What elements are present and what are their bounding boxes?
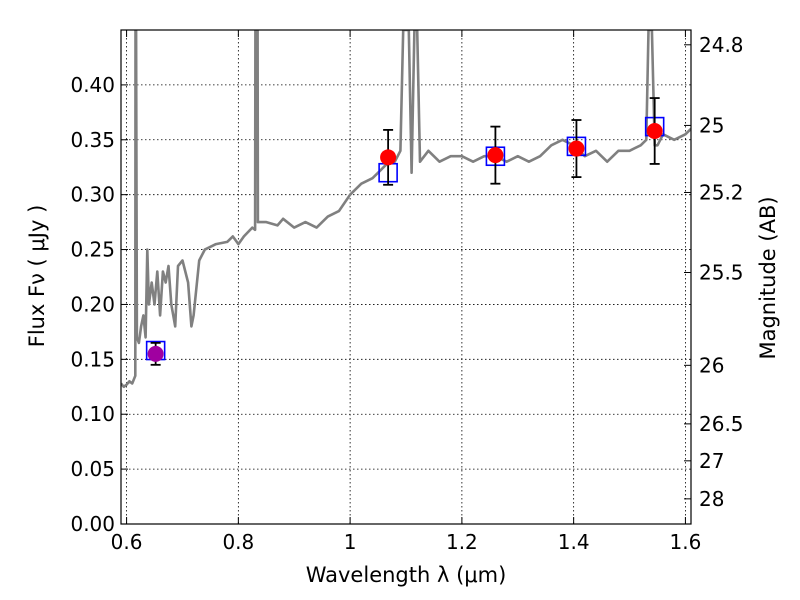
observed-flux-point [487,147,504,164]
magnitude-tick-label: 26.5 [699,412,744,436]
x-tick-label: 1 [344,530,357,554]
magnitude-tick-label: 26 [699,353,724,377]
spectrum-line [121,30,691,389]
observed-flux-point [380,149,397,166]
y-tick-label: 0.20 [70,292,115,316]
magnitude-tick-label: 27 [699,449,724,473]
observed-flux-point [646,122,663,139]
magnitude-axis-label: Magnitude (AB) [756,196,780,359]
observed-flux-point [568,140,585,157]
observed-flux-point [147,345,164,362]
tick-marks [121,30,691,525]
magnitude-tick-label: 28 [699,487,724,511]
spectrum-layer [121,30,691,389]
x-tick-label: 1.2 [446,530,478,554]
x-axis-label: Wavelength λ (μm) [306,563,507,587]
y-tick-label: 0.25 [70,238,115,262]
x-tick-label: 0.6 [111,530,143,554]
y-tick-label: 0.10 [70,402,115,426]
tick-labels: 0.6 0.8 1 1.2 1.4 1.6 0.00 0.05 0.10 0.15 0.20 0.25… [70,33,743,554]
magnitude-tick-label: 25.5 [699,261,744,285]
magnitude-tick-label: 25 [699,113,724,137]
magnitude-tick-label: 25.2 [699,180,744,204]
grid [121,30,691,525]
y-tick-label: 0.15 [70,347,115,371]
x-tick-label: 0.8 [222,530,254,554]
y-tick-label: 0.35 [70,128,115,152]
model-box-layer [145,116,665,361]
magnitude-tick-label: 24.8 [699,33,744,57]
y-tick-label: 0.05 [70,457,115,481]
x-tick-label: 1.4 [558,530,590,554]
y-axis-label: Flux Fν ( μJy ) [25,205,49,348]
observed-point-layer [147,97,663,366]
y-tick-label: 0.40 [70,73,115,97]
plot-frame [120,29,692,525]
x-tick-label: 1.6 [670,530,702,554]
y-tick-label: 0.30 [70,183,115,207]
y-tick-label: 0.00 [70,512,115,536]
